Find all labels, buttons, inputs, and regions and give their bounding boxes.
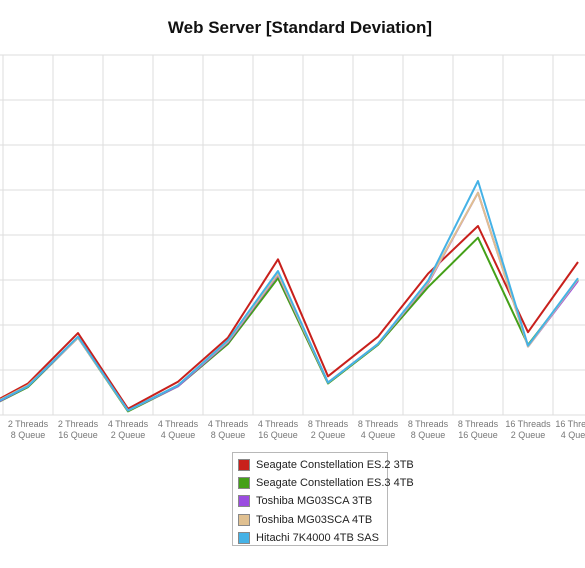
gridlines (0, 54, 585, 416)
legend-item[interactable]: Toshiba MG03SCA 4TB (238, 511, 387, 529)
legend-swatch (238, 531, 250, 544)
x-tick-label: 2 Threads 16 Queue (58, 419, 99, 440)
legend-item[interactable]: Seagate Constellation ES.2 3TB (238, 456, 414, 474)
x-tick-label: 4 Threads 2 Queue (108, 419, 149, 440)
x-tick-label: 8 Threads 2 Queue (308, 419, 349, 440)
chart-title: Web Server [Standard Deviation] (167, 18, 433, 37)
x-tick-label: 4 Threads 8 Queue (208, 419, 249, 440)
series-line (0, 225, 579, 410)
x-tick-label: 8 Threads 8 Queue (408, 419, 449, 440)
series-line (0, 180, 579, 412)
legend-swatch (238, 477, 250, 490)
legend-item[interactable]: Hitachi 7K4000 4TB SAS (238, 529, 387, 547)
legend-label: Seagate Constellation ES.3 4TB (256, 477, 414, 490)
legend-item[interactable]: Seagate Constellation ES.3 4TB (238, 474, 414, 492)
x-tick-label: 8 Threads 16 Queue (458, 419, 499, 440)
legend-label: Seagate Constellation ES.2 3TB (256, 459, 414, 472)
x-tick-label: 2 Threads 8 Queue (8, 419, 49, 440)
legend-label: Toshiba MG03SCA 4TB (256, 513, 373, 526)
x-tick-label: 8 Threads 4 Queue (358, 419, 399, 440)
x-tick-label: 4 Threads 16 Queue (258, 419, 299, 440)
x-tick-label: 4 Threads 4 Queue (158, 419, 199, 440)
series-lines (0, 180, 579, 413)
x-tick-label: 16 Threads 2 Queue (505, 419, 551, 440)
legend-label: Toshiba MG03SCA 3TB (256, 495, 373, 508)
legend-swatch (238, 495, 250, 508)
legend-swatch (238, 459, 250, 472)
legend-item[interactable]: Toshiba MG03SCA 3TB (238, 492, 387, 510)
legend: Seagate Constellation ES.2 3TB Seagate Co… (232, 452, 414, 547)
legend-swatch (238, 513, 250, 526)
legend-label: Hitachi 7K4000 4TB SAS (256, 531, 379, 544)
